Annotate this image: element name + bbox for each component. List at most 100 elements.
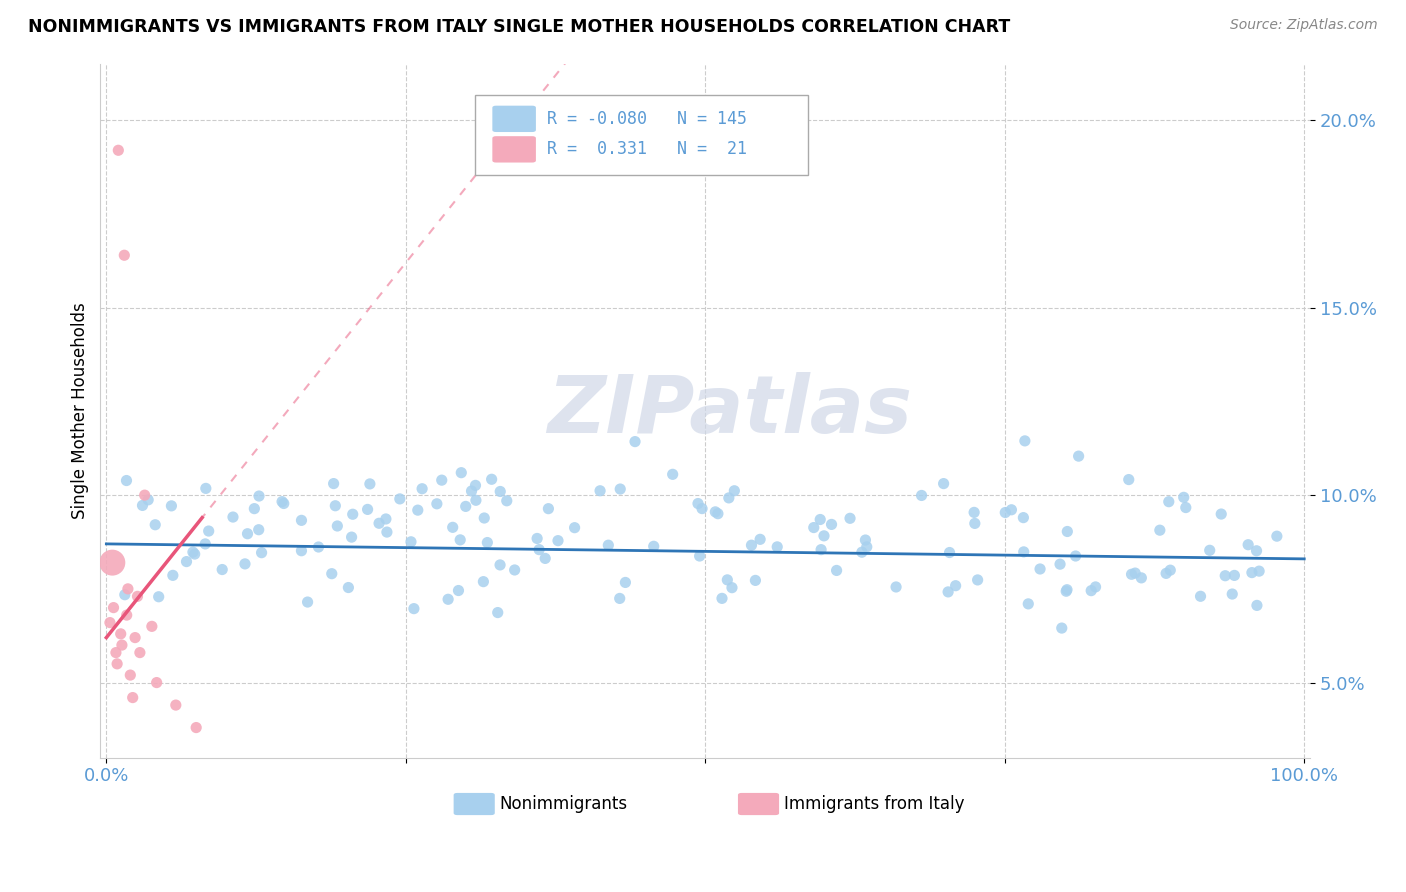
Nonimmigrants (1213, 568, 1236, 582)
Nonimmigrants (1157, 494, 1180, 508)
Nonimmigrants (449, 533, 471, 547)
Nonimmigrants (1049, 557, 1071, 571)
Nonimmigrants (337, 581, 360, 595)
Nonimmigrants (503, 563, 526, 577)
Nonimmigrants (1223, 568, 1246, 582)
Nonimmigrants (464, 493, 486, 508)
Nonimmigrants (820, 517, 842, 532)
Nonimmigrants (342, 508, 364, 522)
Nonimmigrants (1064, 549, 1087, 563)
Nonimmigrants (1056, 524, 1078, 539)
Nonimmigrants (437, 592, 460, 607)
Nonimmigrants (322, 476, 344, 491)
FancyBboxPatch shape (454, 793, 495, 815)
Nonimmigrants (115, 474, 138, 488)
Nonimmigrants (1249, 564, 1271, 578)
Nonimmigrants (1017, 597, 1039, 611)
Nonimmigrants (131, 499, 153, 513)
Nonimmigrants (290, 543, 312, 558)
Nonimmigrants (527, 542, 550, 557)
Text: Immigrants from Italy: Immigrants from Italy (785, 795, 965, 813)
Nonimmigrants (1054, 584, 1077, 599)
Nonimmigrants (426, 497, 449, 511)
Nonimmigrants (723, 483, 745, 498)
Nonimmigrants (1012, 510, 1035, 524)
Nonimmigrants (855, 540, 877, 554)
FancyBboxPatch shape (738, 793, 779, 815)
Nonimmigrants (477, 535, 499, 549)
Nonimmigrants (1149, 523, 1171, 537)
Nonimmigrants (1121, 567, 1143, 582)
Nonimmigrants (749, 533, 772, 547)
Text: ZIPatlas: ZIPatlas (547, 372, 912, 450)
Nonimmigrants (1123, 566, 1146, 580)
Nonimmigrants (825, 564, 848, 578)
Immigrants from Italy (127, 590, 149, 604)
Nonimmigrants (1198, 543, 1220, 558)
Nonimmigrants (441, 520, 464, 534)
Nonimmigrants (297, 595, 319, 609)
Nonimmigrants (472, 511, 495, 525)
Nonimmigrants (1029, 562, 1052, 576)
Immigrants from Italy (186, 721, 208, 735)
Nonimmigrants (704, 505, 727, 519)
Nonimmigrants (243, 501, 266, 516)
Nonimmigrants (114, 588, 136, 602)
Nonimmigrants (308, 540, 330, 554)
Nonimmigrants (1159, 563, 1181, 577)
Nonimmigrants (359, 476, 381, 491)
Nonimmigrants (1130, 571, 1153, 585)
Nonimmigrants (321, 566, 343, 581)
Nonimmigrants (1173, 491, 1195, 505)
Nonimmigrants (247, 489, 270, 503)
Nonimmigrants (1246, 599, 1268, 613)
Nonimmigrants (740, 538, 762, 552)
Nonimmigrants (963, 505, 986, 519)
Nonimmigrants (136, 492, 159, 507)
Nonimmigrants (323, 499, 346, 513)
Nonimmigrants (447, 583, 470, 598)
Nonimmigrants (810, 542, 832, 557)
Nonimmigrants (162, 568, 184, 582)
Nonimmigrants (326, 519, 349, 533)
Nonimmigrants (721, 581, 744, 595)
Text: R = -0.080   N = 145: R = -0.080 N = 145 (547, 110, 747, 128)
Nonimmigrants (1012, 545, 1035, 559)
Immigrants from Italy (115, 608, 138, 623)
Nonimmigrants (194, 537, 217, 551)
Nonimmigrants (537, 501, 560, 516)
Nonimmigrants (598, 538, 620, 552)
Nonimmigrants (803, 520, 825, 534)
Nonimmigrants (194, 482, 217, 496)
Nonimmigrants (851, 545, 873, 559)
Nonimmigrants (197, 524, 219, 538)
Nonimmigrants (938, 545, 960, 559)
Nonimmigrants (994, 506, 1017, 520)
Immigrants from Italy (112, 248, 135, 262)
Immigrants from Italy (124, 631, 146, 645)
Nonimmigrants (711, 591, 734, 606)
Nonimmigrants (744, 574, 766, 588)
Nonimmigrants (1084, 580, 1107, 594)
Nonimmigrants (526, 532, 548, 546)
Nonimmigrants (1118, 473, 1140, 487)
Nonimmigrants (1154, 566, 1177, 581)
Nonimmigrants (609, 591, 631, 606)
Nonimmigrants (489, 484, 512, 499)
Immigrants from Italy (107, 143, 129, 157)
Nonimmigrants (211, 562, 233, 576)
Nonimmigrants (589, 483, 612, 498)
Nonimmigrants (183, 547, 205, 561)
Immigrants from Italy (117, 582, 139, 596)
Nonimmigrants (1050, 621, 1073, 635)
Y-axis label: Single Mother Households: Single Mother Households (72, 302, 89, 519)
Nonimmigrants (689, 549, 711, 563)
Nonimmigrants (808, 512, 831, 526)
Immigrants from Italy (145, 675, 167, 690)
Nonimmigrants (1014, 434, 1036, 448)
Nonimmigrants (707, 507, 730, 521)
Nonimmigrants (481, 472, 503, 486)
Immigrants from Italy (111, 638, 134, 652)
Nonimmigrants (534, 551, 557, 566)
Text: Nonimmigrants: Nonimmigrants (499, 795, 627, 813)
